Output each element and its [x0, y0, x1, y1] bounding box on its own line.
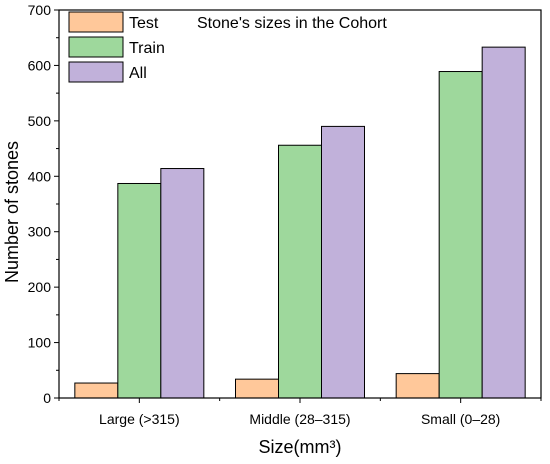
chart-title: Stone's sizes in the Cohort [197, 15, 387, 32]
axes: 0 100 200 300 400 500 600 700 Large (>315) Middle… [28, 2, 542, 427]
y-tick-label: 400 [28, 168, 52, 184]
legend-swatch-all [68, 61, 124, 83]
legend-label-test: Test [129, 15, 159, 32]
plot-bars [74, 46, 526, 399]
bar-all-2 [481, 46, 526, 399]
legend-label-train: Train [129, 40, 165, 57]
bar-train-0 [117, 182, 162, 399]
legend-swatch-train [68, 36, 124, 58]
x-axis-title: Size(mm³) [259, 437, 342, 457]
bar-train-2 [438, 71, 483, 399]
legend-label-all: All [129, 65, 147, 82]
y-tick-label: 700 [28, 2, 52, 18]
y-tick-label: 500 [28, 113, 52, 129]
x-tick-label: Middle (28–315) [249, 411, 350, 427]
y-tick-label: 0 [43, 390, 51, 406]
x-tick-label: Small (0–28) [421, 411, 500, 427]
x-tick-label: Large (>315) [99, 411, 180, 427]
y-tick-label: 200 [28, 279, 52, 295]
bar-all-0 [160, 168, 205, 399]
bar-all-1 [321, 125, 365, 399]
y-tick-label: 600 [28, 57, 52, 73]
bar-test-2 [395, 373, 440, 399]
bar-test-1 [235, 378, 279, 399]
y-axis-title: Number of stones [2, 141, 22, 283]
bar-train-1 [278, 144, 322, 399]
bar-test-0 [74, 382, 119, 399]
y-tick-label: 300 [28, 224, 52, 240]
legend: Test Train All [68, 11, 165, 83]
legend-swatch-test [68, 11, 124, 33]
y-tick-label: 100 [28, 335, 52, 351]
